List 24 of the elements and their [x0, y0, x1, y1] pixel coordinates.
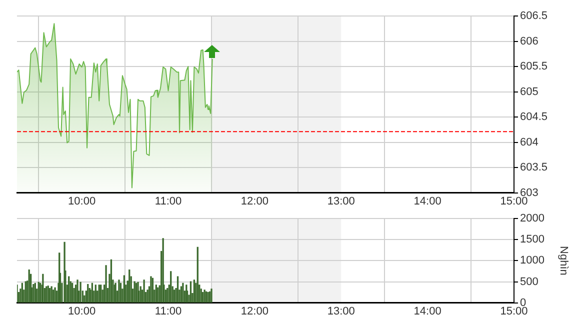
x-tick-label: 15:00	[500, 195, 528, 208]
y-tick-label: 500	[520, 276, 538, 288]
x-tick-label: 12:00	[240, 195, 268, 208]
y-tick-label: 605.5	[520, 60, 548, 73]
x-tick-label: 12:00	[240, 305, 268, 318]
x-tick-label: 11:00	[154, 195, 182, 208]
x-tick-label: 15:00	[500, 305, 528, 318]
y-axis-title: Nghìn	[557, 246, 570, 276]
x-tick-label: 13:00	[327, 195, 355, 208]
y-tick-label: 606.5	[520, 10, 548, 22]
x-tick-label: 10:00	[68, 305, 96, 318]
x-tick-label: 14:00	[414, 305, 442, 318]
y-tick-label: 604.5	[520, 111, 548, 124]
y-tick-label: 604	[520, 136, 538, 148]
y-tick-label: 606	[520, 35, 538, 48]
y-tick-label: 1500	[520, 234, 544, 246]
x-tick-label: 10:00	[68, 195, 96, 208]
x-tick-label: 13:00	[327, 305, 355, 318]
y-tick-label: 2000	[520, 212, 544, 225]
y-tick-label: 605	[520, 86, 538, 98]
x-tick-label: 11:00	[154, 305, 182, 318]
y-tick-label: 1000	[520, 254, 544, 267]
x-tick-label: 14:00	[414, 195, 442, 208]
y-tick-label: 603.5	[520, 162, 548, 174]
